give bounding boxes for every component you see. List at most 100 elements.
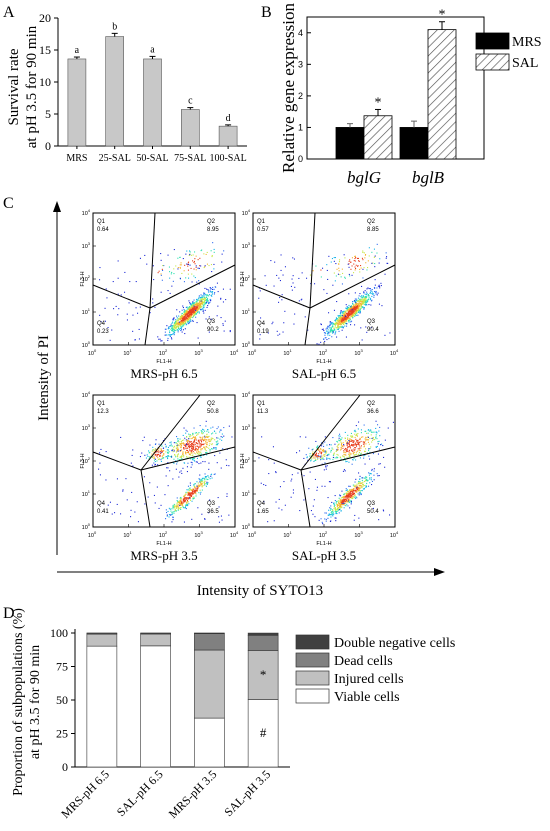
panel-c-x-tick-label: 101 (283, 348, 292, 357)
panel-c-event-dot (204, 302, 206, 304)
panel-c-event-dot (361, 301, 363, 303)
panel-c-plot-title: SAL-pH 6.5 (292, 366, 356, 381)
panel-c-event-dot (331, 326, 333, 328)
panel-c-event-dot (308, 447, 310, 449)
panel-c-event-dot (174, 454, 176, 456)
panel-c-event-dot (369, 291, 371, 293)
panel-a-ylabel-line-2: at pH 3.5 for 90 min (24, 25, 40, 148)
panel-c-event-dot (346, 320, 348, 322)
panel-c-event-dot (186, 443, 188, 445)
panel-c-event-dot (328, 312, 330, 314)
panel-c-event-dot (336, 505, 338, 507)
panel-c-event-dot (348, 495, 350, 497)
panel-c-event-dot (152, 265, 154, 267)
panel-c-event-dot (351, 257, 353, 259)
panel-c-event-dot (160, 259, 162, 261)
panel-c-event-dot (371, 251, 373, 253)
panel-c-event-dot (154, 463, 156, 465)
panel-c-event-dot (355, 485, 357, 487)
panel-c-event-dot (185, 429, 187, 431)
panel-c-event-dot (356, 312, 358, 314)
panel-c-event-dot (204, 287, 206, 289)
panel-c-event-dot (279, 297, 281, 299)
panel-c-event-dot (291, 289, 293, 291)
panel-c-event-dot (368, 485, 370, 487)
panel-c-event-dot (354, 447, 356, 449)
panel-c-event-dot (350, 311, 352, 313)
panel-c-event-dot (196, 306, 198, 308)
panel-c-event-dot (338, 317, 340, 319)
panel-c-event-dot (188, 254, 190, 256)
panel-c-event-dot (356, 445, 358, 447)
panel-c-event-dot (153, 459, 155, 461)
panel-c-event-dot (345, 311, 347, 313)
panel-c-event-dot (163, 453, 165, 455)
panel-c-event-dot (201, 305, 203, 307)
panel-c-event-dot (202, 444, 204, 446)
panel-c-event-dot (181, 321, 183, 323)
panel-c-event-dot (179, 508, 181, 510)
panel-c-event-dot (190, 254, 192, 256)
panel-c-event-dot (342, 316, 344, 318)
panel-c-event-dot (160, 273, 162, 275)
panel-c-event-dot (183, 270, 185, 272)
panel-c-event-dot (191, 490, 193, 492)
panel-c-event-dot (184, 313, 186, 315)
panel-c-event-dot (173, 462, 175, 464)
panel-c-event-dot (176, 500, 178, 502)
panel-c-event-dot (166, 514, 168, 516)
panel-c-event-dot (192, 490, 194, 492)
panel-c-event-dot (347, 450, 349, 452)
panel-c-event-dot (196, 457, 198, 459)
panel-c-event-dot (183, 456, 185, 458)
panel-c-event-dot (182, 305, 184, 307)
panel-c-event-dot (357, 433, 359, 435)
panel-c-event-dot (352, 452, 354, 454)
panel-c-event-dot (187, 491, 189, 493)
panel-c-event-dot (199, 436, 201, 438)
panel-c-event-dot (340, 448, 342, 450)
panel-c-event-dot (187, 312, 189, 314)
panel-c-event-dot (201, 479, 203, 481)
panel-c-event-dot (185, 497, 187, 499)
panel-c-event-dot (361, 482, 363, 484)
panel-c-event-dot (204, 448, 206, 450)
panel-c-event-dot (157, 336, 159, 338)
panel-c-event-dot (374, 284, 376, 286)
panel-c-event-dot (192, 320, 194, 322)
panel-c-event-dot (351, 320, 353, 322)
panel-c-event-dot (201, 433, 203, 435)
panel-c-event-dot (358, 260, 360, 262)
panel-c-event-dot (176, 497, 178, 499)
panel-c-event-dot (185, 306, 187, 308)
panel-c-event-dot (340, 325, 342, 327)
panel-c-event-dot (346, 323, 348, 325)
panel-c-event-dot (333, 513, 335, 515)
panel-c-event-dot (177, 454, 179, 456)
panel-c-event-dot (169, 508, 171, 510)
panel-c-event-dot (330, 261, 332, 263)
panel-c-event-dot (144, 454, 146, 456)
panel-c-event-dot (193, 491, 195, 493)
panel-c-event-dot (348, 499, 350, 501)
panel-c-event-dot (387, 262, 389, 264)
panel-c-event-dot (206, 302, 208, 304)
panel-c-event-dot (190, 494, 192, 496)
panel-c-event-dot (370, 477, 372, 479)
panel-c-event-dot (199, 493, 201, 495)
panel-c-event-dot (203, 439, 205, 441)
panel-c-event-dot (359, 438, 361, 440)
panel-c-event-dot (353, 307, 355, 309)
panel-c-event-dot (215, 286, 217, 288)
panel-c-event-dot (201, 301, 203, 303)
panel-c-event-dot (352, 444, 354, 446)
panel-c-event-dot (181, 503, 183, 505)
panel-c-event-dot (205, 425, 207, 427)
panel-c-event-dot (380, 444, 382, 446)
panel-c-event-dot (336, 503, 338, 505)
panel-c-event-dot (191, 443, 193, 445)
panel-c-event-dot (350, 435, 352, 437)
panel-c-event-dot (346, 460, 348, 462)
panel-a-ylabel: Survival rate at pH 3.5 for 90 min (6, 25, 40, 148)
panel-c-event-dot (205, 485, 207, 487)
